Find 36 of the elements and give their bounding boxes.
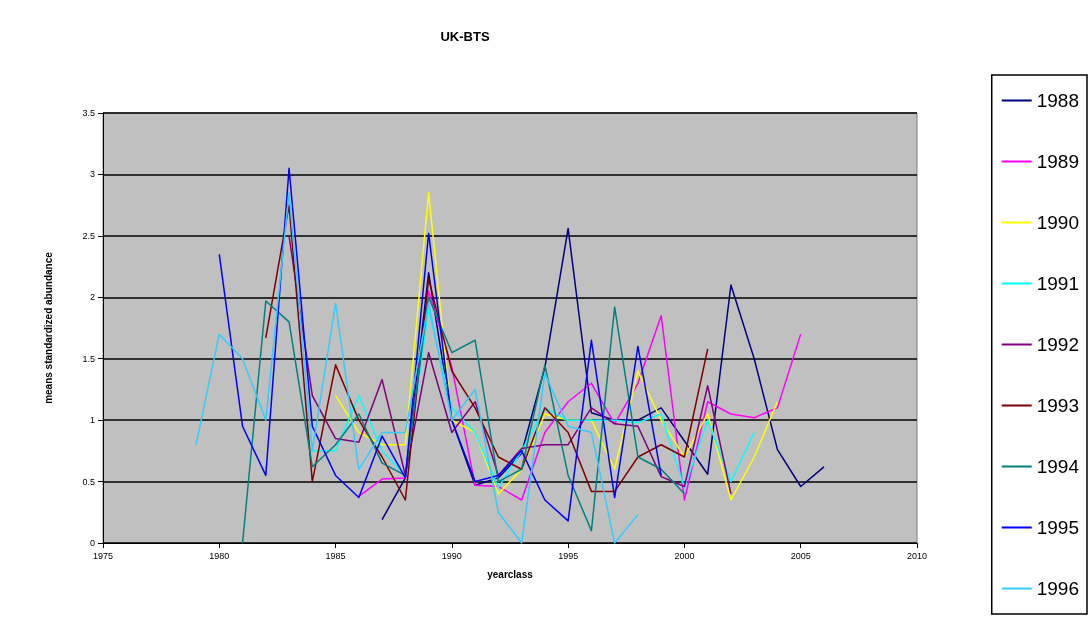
legend-label: 1995 (1036, 517, 1080, 538)
legend-label: 1991 (1036, 273, 1080, 294)
y-tick-label: 3 (89, 169, 95, 180)
line-series (241, 296, 686, 544)
y-tick-label: 2.5 (82, 230, 95, 241)
x-tick-label: 2000 (674, 550, 695, 561)
x-tick-label: 1985 (325, 550, 346, 561)
legend-label: 1996 (1036, 578, 1080, 599)
x-tick-label: 1990 (441, 550, 462, 561)
line-series (311, 308, 755, 489)
legend-label: 1990 (1036, 212, 1080, 233)
x-tick-label: 1975 (92, 550, 114, 561)
line-series (218, 167, 662, 522)
x-tick-label: 1980 (209, 550, 230, 561)
legend-label: 1988 (1036, 90, 1080, 111)
line-series (381, 227, 825, 521)
line-series (265, 204, 709, 501)
legend-label: 1994 (1036, 456, 1080, 477)
x-axis-title: yearclass (487, 568, 534, 580)
legend-label: 1989 (1036, 151, 1080, 172)
y-tick-label: 2 (89, 292, 95, 303)
y-tick-label: 0 (89, 538, 95, 548)
legend-label: 1993 (1036, 395, 1080, 416)
line-series (195, 192, 639, 544)
x-tick-label: 2010 (906, 550, 928, 561)
line-series (288, 235, 732, 495)
legend-label: 1992 (1036, 334, 1080, 355)
chart-title: UK-BTS (440, 29, 490, 44)
y-tick-label: 1 (89, 415, 95, 426)
x-tick-label: 2005 (790, 550, 811, 561)
y-axis-title: means standardized abundance (42, 251, 54, 404)
y-tick-label: 3.5 (82, 108, 95, 118)
line-series (334, 192, 779, 501)
y-tick-label: 1.5 (82, 353, 95, 364)
x-tick-label: 1995 (558, 550, 579, 561)
y-tick-label: 0.5 (82, 476, 95, 487)
